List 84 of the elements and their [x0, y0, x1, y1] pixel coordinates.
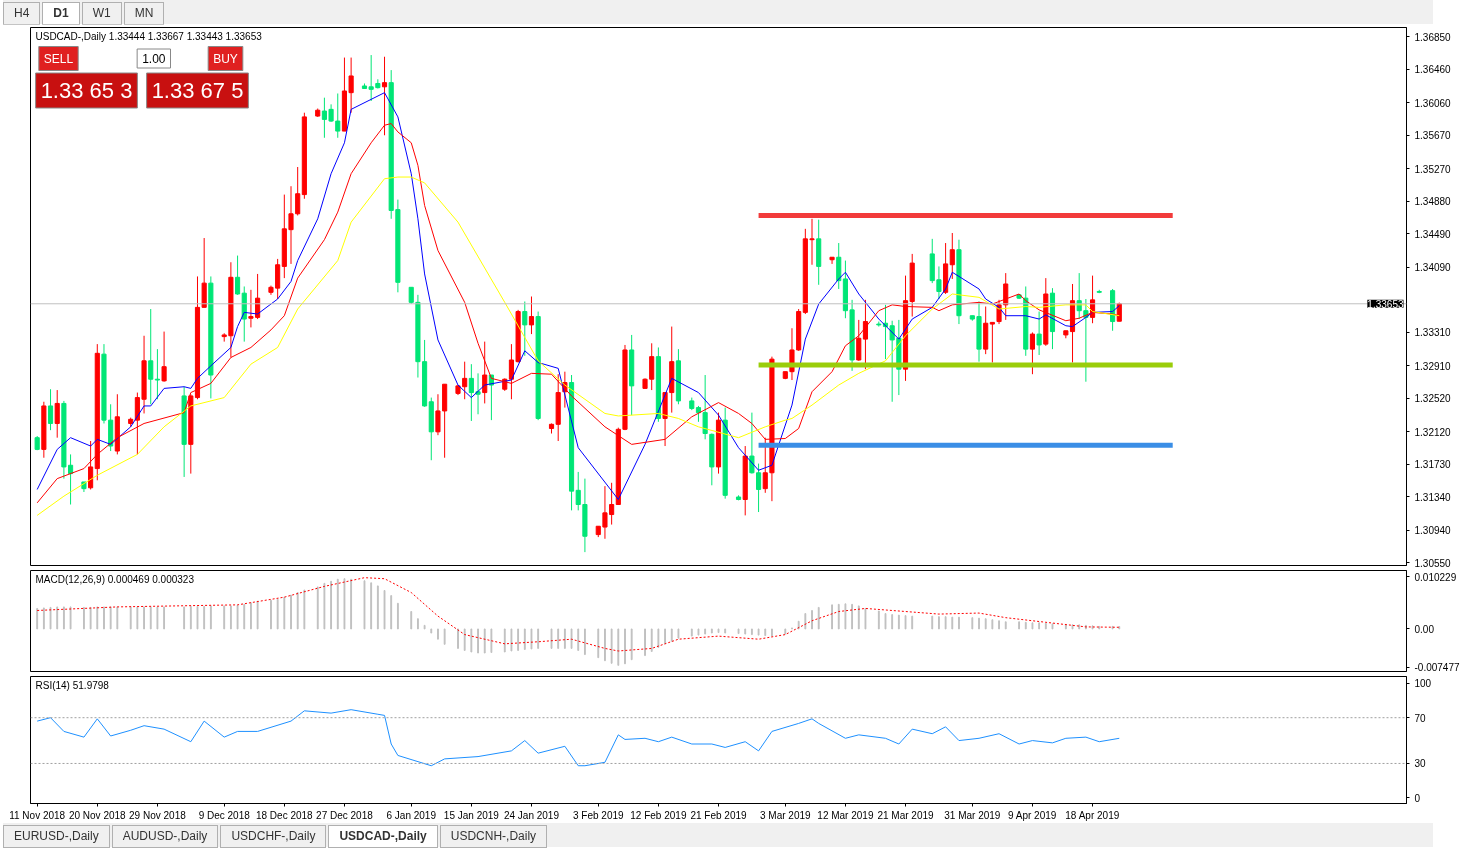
- chart-title: MACD(12,26,9) 0.000469 0.000323: [35, 573, 195, 585]
- candlestick: [161, 331, 167, 383]
- y-tick-label: 1.34090: [1414, 262, 1452, 274]
- candlestick: [528, 296, 535, 335]
- candlestick: [1029, 331, 1036, 375]
- candlestick: [829, 256, 835, 265]
- y-tick-label: 1.30550: [1414, 557, 1452, 569]
- y-tick-label: 1.33310: [1414, 327, 1452, 339]
- candlestick: [856, 319, 862, 362]
- text: H4: [3, 2, 41, 26]
- y-tick-label: 1.32120: [1414, 426, 1452, 438]
- x-tick-label: 27 Dec 2018: [316, 809, 374, 821]
- x-tick-label: 11 Nov 2018: [9, 809, 66, 821]
- x-tick-label: 18 Apr 2019: [1065, 809, 1120, 821]
- y-tick-label: 1.34880: [1414, 196, 1452, 208]
- x-tick-label: 15 Jan 2019: [443, 809, 500, 821]
- text: D1: [42, 2, 80, 26]
- candlestick: [335, 93, 341, 139]
- annotation: 1.33 65 3: [40, 78, 133, 103]
- x-tick-label: 29 Nov 2018: [129, 809, 187, 821]
- x-tick-label: 21 Feb 2019: [690, 809, 748, 821]
- x-tick-label: 9 Dec 2018: [198, 809, 251, 821]
- y-tick-label: 1.31340: [1414, 492, 1452, 503]
- y-tick-label: 1.32910: [1414, 360, 1452, 372]
- candlestick: [54, 389, 60, 439]
- y-tick-label: 1.36850: [1414, 31, 1452, 43]
- x-tick-label: 24 Jan 2019: [503, 809, 560, 821]
- candlestick: [148, 308, 154, 405]
- y-tick-label: 0.010229: [1414, 571, 1457, 583]
- y-tick-label: 100: [1414, 678, 1432, 690]
- annotation: 1.00: [142, 52, 166, 66]
- y-tick-label: 70: [1414, 712, 1427, 724]
- x-tick-label: 3 Mar 2019: [760, 809, 812, 821]
- y-tick-label: 1.30940: [1414, 525, 1452, 537]
- x-tick-label: 21 Mar 2019: [877, 809, 935, 821]
- candlestick: [862, 299, 869, 370]
- x-tick-label: 9 Apr 2019: [1007, 809, 1057, 821]
- text: USDCHF-,Daily: [220, 825, 327, 849]
- text: USDCAD-,Daily: [328, 825, 438, 849]
- line-series: [36, 709, 1120, 767]
- x-tick-label: 3 Feb 2019: [572, 809, 624, 821]
- candlestick: [522, 301, 528, 357]
- y-tick-label: 1.34490: [1414, 228, 1452, 240]
- text: USDCNH-,Daily: [439, 825, 548, 849]
- y-tick-label: 1.31730: [1414, 459, 1452, 471]
- candlestick: [154, 348, 160, 400]
- x-tick-label: 31 Mar 2019: [944, 809, 1001, 821]
- line-series: [36, 577, 1120, 652]
- x-tick-label: 20 Nov 2018: [68, 809, 127, 821]
- y-tick-label: 0: [1414, 792, 1421, 804]
- x-tick-label: 18 Dec 2018: [255, 809, 314, 821]
- x-tick-label: 6 Jan 2019: [386, 809, 437, 821]
- y-tick-label: 1.35270: [1414, 163, 1452, 175]
- candlestick: [47, 388, 54, 431]
- y-tick-label: 30: [1414, 758, 1427, 770]
- candlestick: [482, 341, 488, 404]
- x-tick-label: 12 Mar 2019: [817, 809, 874, 821]
- text: AUDUSD-,Daily: [111, 825, 219, 849]
- annotation: SELL: [43, 51, 74, 66]
- y-tick-label: 0.00: [1414, 623, 1435, 635]
- text: EURUSD-,Daily: [3, 825, 110, 849]
- candlestick: [989, 321, 995, 363]
- chart-title: USDCAD-,Daily 1.33444 1.33667 1.33443 1.33653: [35, 30, 263, 42]
- ref-line-label: 1.33653: [1367, 298, 1404, 310]
- y-tick-label: -0.007477: [1414, 662, 1460, 674]
- line-series: [36, 176, 1120, 516]
- candlestick: [88, 440, 94, 490]
- y-tick-label: 1.35670: [1414, 130, 1452, 142]
- text: W1: [81, 2, 122, 26]
- candlestick: [702, 374, 708, 440]
- candlestick: [235, 255, 241, 296]
- annotation: 1.33 67 5: [151, 78, 244, 103]
- candlestick: [836, 242, 842, 290]
- candlestick: [1036, 311, 1042, 356]
- candlestick: [1003, 272, 1009, 321]
- y-tick-label: 1.32520: [1414, 393, 1452, 405]
- candlestick: [295, 166, 301, 216]
- text: MN: [123, 2, 165, 26]
- candlestick: [949, 232, 955, 280]
- chart-title: RSI(14) 51.9798: [35, 679, 110, 691]
- y-tick-label: 1.36060: [1414, 97, 1452, 109]
- x-tick-label: 12 Feb 2019: [630, 809, 687, 821]
- y-tick-label: 1.36460: [1414, 64, 1452, 76]
- annotation: BUY: [213, 51, 238, 66]
